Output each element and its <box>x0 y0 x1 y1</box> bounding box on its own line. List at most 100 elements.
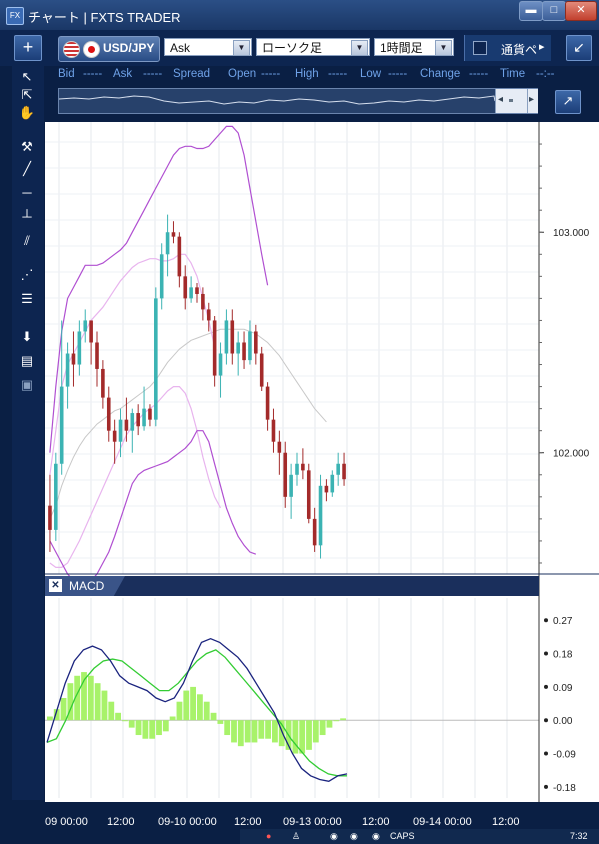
macd-tick-dot <box>544 651 548 656</box>
macd-histogram-bar <box>156 720 162 736</box>
system-taskbar: ● ♙ ◉ ◉ ◉ CAPS 7:32 <box>240 829 599 844</box>
maximize-button[interactable]: □ <box>542 1 566 21</box>
macd-histogram-bar <box>94 683 101 721</box>
macd-histogram-bar <box>251 720 258 743</box>
vertical-line-tool[interactable]: ┴ <box>22 209 32 224</box>
nav-right-button[interactable]: ▸ <box>527 89 538 113</box>
add-chart-button[interactable]: + <box>14 35 42 61</box>
camera-tool[interactable]: ▣ <box>20 377 34 392</box>
hand-tool[interactable]: ✋ <box>18 105 36 120</box>
tray-icon: ◉ <box>372 831 380 841</box>
drawing-tools: ↖ ⇱ ✋ ⚒ ╱ ─ ┴ ⫽ ⋰ ☰ ⬇ ▤ ▣ <box>12 66 44 800</box>
fit-icon: ↗ <box>562 93 574 108</box>
x-tick-label: 09-10 00:00 <box>158 816 217 828</box>
candle-body <box>212 320 217 376</box>
minimize-button[interactable]: ▬ <box>519 1 543 21</box>
channel-tool[interactable]: ⫽ <box>24 233 30 248</box>
macd-tick-label: 0.00 <box>553 716 573 727</box>
candle-body <box>224 320 229 354</box>
macd-histogram-bar <box>340 718 346 721</box>
chart-area[interactable]: 103.000 102.000 0.27 0.18 0.09 0.00 -0.09 -0.18… <box>45 122 599 802</box>
macd-histogram-bar <box>190 686 196 721</box>
macd-histogram-bar <box>265 720 271 739</box>
list-tool[interactable]: ▤ <box>20 353 34 368</box>
macd-line <box>46 637 348 782</box>
macd-tick-dot <box>544 784 548 789</box>
ask-value: ----- <box>143 68 163 80</box>
time-value: --:-- <box>536 68 555 80</box>
macd-histogram-bar <box>108 701 115 721</box>
open-label: Open <box>228 68 257 80</box>
symbol-button[interactable]: USD/JPY <box>58 36 160 62</box>
trend-line-tool[interactable]: ╱ <box>23 161 31 176</box>
undock-button[interactable]: ↙ <box>566 35 592 61</box>
cursor-tool[interactable]: ↖ <box>21 69 33 84</box>
candle-body <box>71 353 76 365</box>
macd-histogram-bar <box>149 720 156 739</box>
chevron-down-icon: ▼ <box>435 40 452 56</box>
candle-body <box>289 474 293 497</box>
candle-body <box>124 419 129 431</box>
candle-body <box>230 320 235 354</box>
macd-histogram-bar <box>81 672 87 721</box>
macd-close-button[interactable]: ✕ <box>49 579 62 592</box>
macd-histogram-bar <box>115 712 121 721</box>
candle-body <box>59 386 64 464</box>
close-window-button[interactable]: ✕ <box>565 1 597 21</box>
macd-tick-label: 0.09 <box>553 683 573 694</box>
navigator-window[interactable]: ◂ <box>495 89 528 113</box>
candle-body <box>136 413 140 427</box>
scroll-right-button[interactable]: ▸ <box>539 41 545 53</box>
macd-histogram-bar <box>74 675 81 721</box>
currency-checkbox[interactable] <box>473 41 487 55</box>
candle-body <box>154 298 158 420</box>
macd-histogram-bar <box>176 701 183 721</box>
price-chart-svg: 103.000 102.000 0.27 0.18 0.09 0.00 -0.09 -0.18 <box>45 122 599 802</box>
macd-histogram-bar <box>258 720 265 739</box>
nav-left-icon: ◂ <box>498 94 504 105</box>
timeframe-select[interactable]: 1時間足 ▼ <box>374 38 454 56</box>
candle-body <box>236 342 240 354</box>
symbol-label: USD/JPY <box>103 41 155 55</box>
window-titlebar[interactable]: FX チャート | FXTS TRADER ▬ □ ✕ <box>0 0 599 30</box>
crosshair-tool[interactable]: ⇱ <box>21 87 33 102</box>
fit-chart-button[interactable]: ↗ <box>555 90 581 114</box>
hammer-tool[interactable]: ⚒ <box>21 139 33 154</box>
candle-body <box>148 408 152 420</box>
candle-body <box>189 287 193 299</box>
candle-body <box>265 386 270 420</box>
chart-type-value: ローソク足 <box>262 41 323 55</box>
macd-histogram-bar <box>169 716 176 721</box>
bid-label: Bid <box>58 68 75 80</box>
change-label: Change <box>420 68 461 80</box>
clock: 7:32 <box>570 831 588 841</box>
candle-body <box>83 320 88 332</box>
candle-body <box>130 413 135 431</box>
x-tick-label: 12:00 <box>362 816 390 828</box>
candle-body <box>324 485 329 493</box>
candle-body <box>248 331 252 361</box>
download-tool[interactable]: ⬇ <box>21 329 33 344</box>
macd-tick-label: -0.09 <box>553 750 576 761</box>
fibonacci-tool[interactable]: ☰ <box>21 291 33 306</box>
candle-body <box>142 408 146 427</box>
macd-histogram-bar <box>210 712 217 721</box>
chart-type-select[interactable]: ローソク足 ▼ <box>256 38 370 56</box>
price-type-select[interactable]: Ask ▼ <box>164 38 252 56</box>
fan-tool[interactable]: ⋰ <box>20 267 34 282</box>
navigator-strip[interactable]: ◂ ▸ <box>58 88 538 114</box>
high-label: High <box>295 68 319 80</box>
high-value: ----- <box>328 68 348 80</box>
candle-body <box>101 368 105 398</box>
macd-tick-label: 0.18 <box>553 650 573 661</box>
macd-tick-dot <box>544 751 548 756</box>
currency-pair-panel: 通貨ペ ▸ <box>464 35 551 61</box>
macd-tick-dot <box>544 618 548 623</box>
candle-body <box>183 276 188 299</box>
x-tick-label: 12:00 <box>492 816 520 828</box>
candle-body <box>171 232 176 237</box>
macd-histogram-bar <box>237 720 244 747</box>
horizontal-line-tool[interactable]: ─ <box>22 185 32 200</box>
macd-tick-dot <box>544 718 548 723</box>
macd-histogram-bar <box>231 720 237 743</box>
